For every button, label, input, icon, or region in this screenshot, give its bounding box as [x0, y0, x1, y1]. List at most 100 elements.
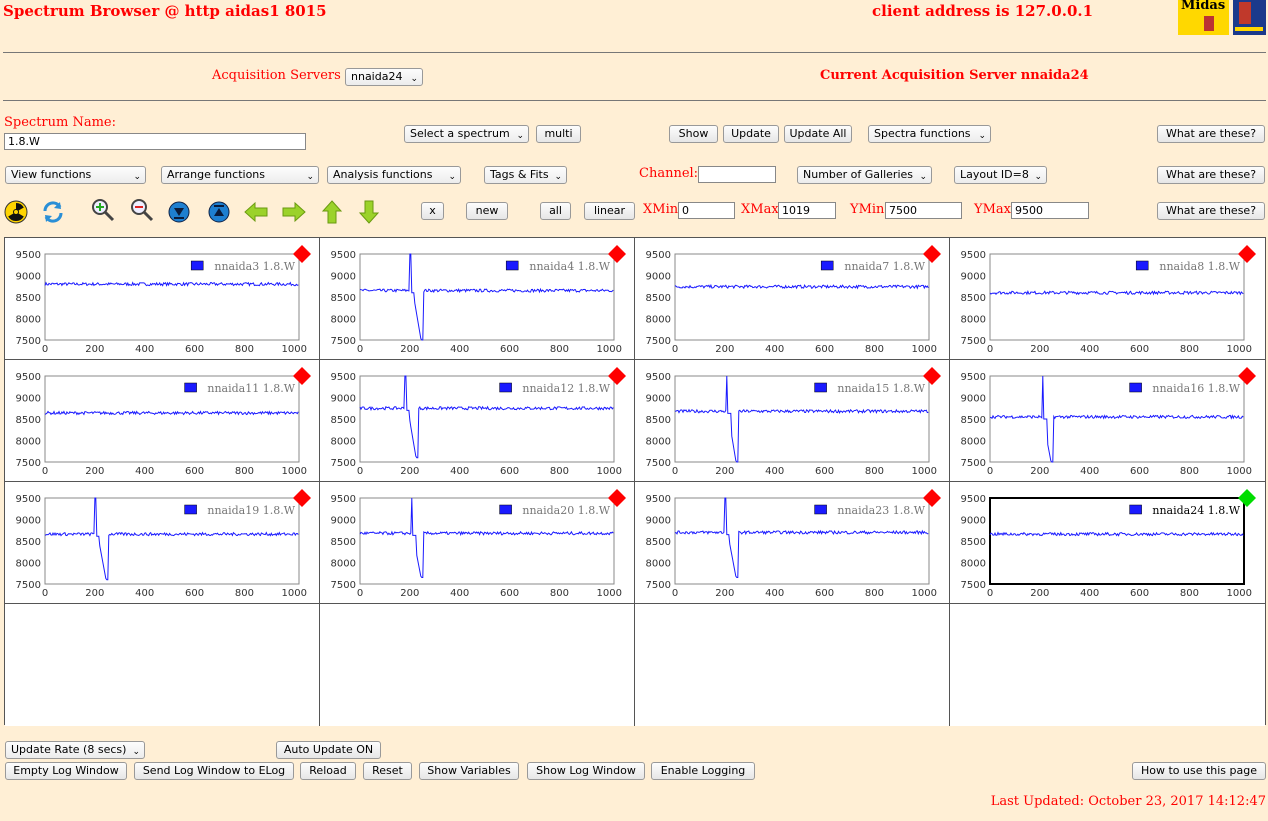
status-diamond-icon[interactable]: [1238, 245, 1256, 263]
radiation-icon[interactable]: [3, 199, 29, 225]
show-log-window-button[interactable]: Show Log Window: [527, 762, 645, 780]
x-tick-label: 600: [500, 466, 519, 477]
send-log-to-elog-button[interactable]: Send Log Window to ELog: [134, 762, 294, 780]
legend-swatch: [814, 504, 827, 515]
y-tick-label: 9500: [646, 494, 671, 505]
arrow-up-icon[interactable]: [319, 199, 345, 225]
expand-up-icon[interactable]: [206, 199, 232, 225]
status-diamond-icon[interactable]: [293, 489, 311, 507]
empty-log-window-button[interactable]: Empty Log Window: [5, 762, 127, 780]
spectrum-name-input[interactable]: 1.8.W: [4, 133, 306, 150]
xmax-input[interactable]: 1019: [778, 202, 836, 219]
legend-swatch: [1129, 504, 1142, 515]
update-rate-select[interactable]: Update Rate (8 secs): [5, 741, 145, 759]
show-button[interactable]: Show: [669, 125, 718, 143]
refresh-icon[interactable]: [40, 199, 66, 225]
number-of-galleries-select[interactable]: Number of Galleries: [797, 166, 932, 184]
spectrum-cell[interactable]: 9500 9000 8500 8000 7500 0 200 400 600 800 1000 nna…: [635, 360, 950, 482]
y-tick-label: 7500: [331, 336, 356, 347]
ymax-input[interactable]: 9500: [1011, 202, 1089, 219]
spectrum-cell[interactable]: [635, 604, 950, 726]
status-diamond-icon[interactable]: [923, 367, 941, 385]
expand-down-icon[interactable]: [166, 199, 192, 225]
reload-button[interactable]: Reload: [300, 762, 356, 780]
status-diamond-icon[interactable]: [923, 245, 941, 263]
spectrum-cell[interactable]: 9500 9000 8500 8000 7500 0 200 400 600 800 1000 nna…: [950, 482, 1265, 604]
ymin-input[interactable]: 7500: [885, 202, 962, 219]
spectrum-cell[interactable]: [320, 604, 635, 726]
x-tick-label: 400: [1080, 588, 1099, 599]
auto-update-button[interactable]: Auto Update ON: [276, 741, 381, 759]
how-to-use-button[interactable]: How to use this page: [1132, 762, 1266, 780]
y-tick-label: 8500: [961, 415, 986, 426]
what-are-these-button-1[interactable]: What are these?: [1157, 125, 1265, 143]
spectrum-cell[interactable]: 9500 9000 8500 8000 7500 0 200 400 600 800 1000 nna…: [320, 238, 635, 360]
new-button[interactable]: new: [466, 202, 508, 220]
what-are-these-button-3[interactable]: What are these?: [1157, 202, 1265, 220]
status-diamond-icon[interactable]: [608, 245, 626, 263]
legend-swatch: [505, 260, 519, 271]
spectrum-cell[interactable]: 9500 9000 8500 8000 7500 0 200 400 600 800 1000 nna…: [950, 238, 1265, 360]
y-tick-label: 8000: [331, 315, 356, 326]
spectrum-cell[interactable]: 9500 9000 8500 8000 7500 0 200 400 600 800 1000 nna…: [5, 238, 320, 360]
what-are-these-button-2[interactable]: What are these?: [1157, 166, 1265, 184]
spectra-functions-select[interactable]: Spectra functions: [868, 125, 991, 143]
analysis-functions-select[interactable]: Analysis functions: [327, 166, 461, 184]
select-spectrum-select[interactable]: Select a spectrum: [404, 125, 529, 143]
y-tick-label: 8500: [646, 293, 671, 304]
xmin-input[interactable]: 0: [678, 202, 735, 219]
acquisition-server-select[interactable]: nnaida24: [345, 68, 423, 86]
linear-button[interactable]: linear: [584, 202, 635, 220]
spectrum-cell[interactable]: [950, 604, 1265, 726]
status-diamond-icon[interactable]: [608, 367, 626, 385]
status-diamond-icon[interactable]: [1238, 367, 1256, 385]
spectrum-cell[interactable]: 9500 9000 8500 8000 7500 0 200 400 600 800 1000 nna…: [5, 360, 320, 482]
all-button[interactable]: all: [540, 202, 571, 220]
spectrum-cell[interactable]: [5, 604, 320, 726]
x-tick-label: 0: [42, 466, 48, 477]
update-button[interactable]: Update: [723, 125, 779, 143]
spectrum-cell[interactable]: 9500 9000 8500 8000 7500 0 200 400 600 800 1000 nna…: [320, 360, 635, 482]
reset-button[interactable]: Reset: [363, 762, 412, 780]
arrange-functions-select[interactable]: Arrange functions: [161, 166, 319, 184]
x-button[interactable]: x: [421, 202, 444, 220]
spectrum-cell[interactable]: 9500 9000 8500 8000 7500 0 200 400 600 800 1000 nna…: [635, 482, 950, 604]
spectrum-cell[interactable]: 9500 9000 8500 8000 7500 0 200 400 600 800 1000 nna…: [320, 482, 635, 604]
view-functions-select[interactable]: View functions: [5, 166, 146, 184]
update-all-button[interactable]: Update All: [784, 125, 852, 143]
arrow-right-icon[interactable]: [281, 199, 307, 225]
spectrum-cell[interactable]: 9500 9000 8500 8000 7500 0 200 400 600 800 1000 nna…: [950, 360, 1265, 482]
channel-input[interactable]: [698, 166, 776, 183]
arrow-left-icon[interactable]: [243, 199, 269, 225]
spectrum-cell[interactable]: 9500 9000 8500 8000 7500 0 200 400 600 800 1000 nna…: [635, 238, 950, 360]
y-tick-label: 9500: [646, 372, 671, 383]
show-variables-button[interactable]: Show Variables: [419, 762, 519, 780]
multi-button[interactable]: multi: [536, 125, 581, 143]
status-diamond-icon[interactable]: [608, 489, 626, 507]
status-diamond-icon[interactable]: [1238, 489, 1256, 507]
status-diamond-icon[interactable]: [293, 367, 311, 385]
y-tick-label: 8500: [646, 415, 671, 426]
enable-logging-button[interactable]: Enable Logging: [651, 762, 755, 780]
midas-logo: Midas: [1178, 0, 1229, 35]
zoom-out-icon[interactable]: [129, 197, 155, 223]
tags-fits-select[interactable]: Tags & Fits: [484, 166, 567, 184]
layout-id-select[interactable]: Layout ID=8: [954, 166, 1047, 184]
arrow-down-icon[interactable]: [356, 199, 382, 225]
status-diamond-icon[interactable]: [923, 489, 941, 507]
status-diamond-icon[interactable]: [293, 245, 311, 263]
zoom-in-icon[interactable]: [90, 197, 116, 223]
spectrum-cell[interactable]: 9500 9000 8500 8000 7500 0 200 400 600 800 1000 nna…: [5, 482, 320, 604]
